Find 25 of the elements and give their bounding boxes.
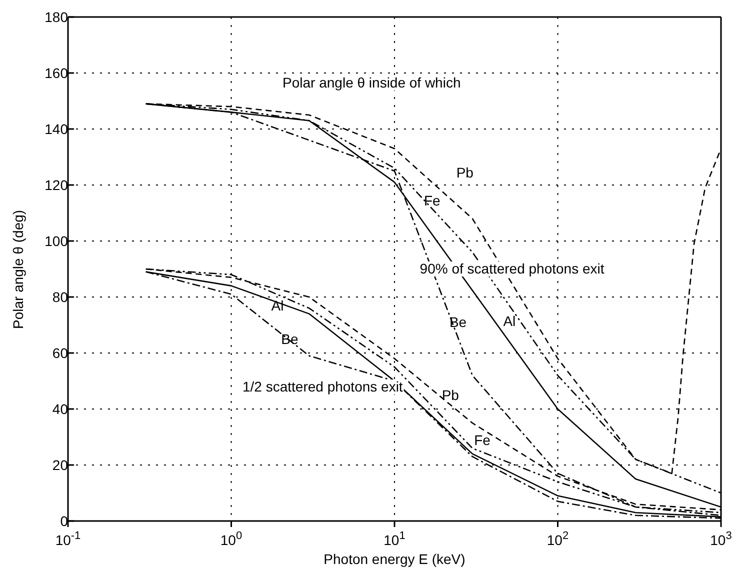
y-tick-label: 120 [44, 177, 68, 193]
y-tick-label: 60 [52, 345, 68, 361]
annotation: 90% of scattered photons exit [418, 260, 606, 276]
annotation: Polar angle θ inside of which [282, 74, 462, 90]
x-tick-label: 10$^{2}$ [546, 530, 569, 548]
y-tick-label: 40 [52, 401, 68, 417]
y-axis-title: Polar angle θ (deg) [10, 210, 26, 329]
series-label: Al [503, 313, 516, 330]
x-tick-label: 10$^{-1}$ [55, 530, 81, 548]
x-tick-label: 10$^{0}$ [220, 530, 242, 548]
y-tick-label: 80 [52, 289, 68, 305]
x-tick-label: 10$^{1}$ [384, 530, 406, 548]
x-tick-label: 10$^{3}$ [710, 530, 732, 548]
y-tick-label: 140 [44, 121, 68, 137]
y-tick-label: 180 [44, 9, 68, 25]
y-tick-label: 20 [52, 457, 68, 473]
x-axis-title: Photon energy E (keV) [324, 551, 466, 567]
series-label: Pb [442, 386, 460, 403]
y-tick-label: 100 [44, 233, 68, 249]
annotation: 1/2 scattered photons exit [241, 378, 404, 395]
series-label: Fe [474, 432, 491, 448]
y-tick-label: 0 [60, 513, 68, 529]
y-tick-label: 160 [44, 65, 68, 81]
series-label: Fe [424, 192, 440, 208]
series-label: Pb [456, 164, 474, 180]
